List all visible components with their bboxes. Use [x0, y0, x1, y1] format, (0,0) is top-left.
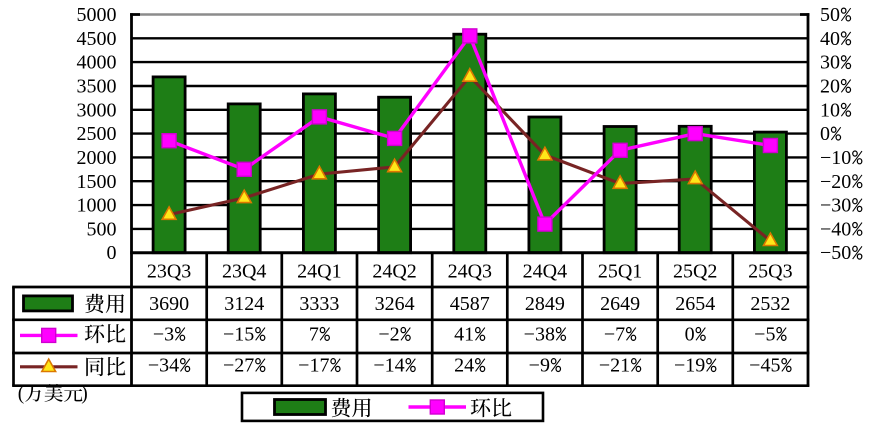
svg-text:): )	[81, 384, 88, 405]
svg-text:2500: 2500	[77, 123, 117, 145]
svg-text:1500: 1500	[77, 171, 117, 193]
svg-text:3500: 3500	[77, 75, 117, 97]
svg-text:−9: −9	[529, 355, 550, 377]
svg-text:2000: 2000	[77, 147, 117, 169]
svg-text:−14: −14	[373, 355, 404, 377]
svg-text:2532: 2532	[750, 293, 790, 315]
svg-text:−10: −10	[820, 147, 851, 169]
svg-text:−20: −20	[820, 171, 851, 193]
svg-text:24Q2: 24Q2	[372, 260, 416, 282]
svg-text:0: 0	[685, 324, 695, 346]
svg-text:−40: −40	[820, 218, 851, 240]
svg-text:25Q1: 25Q1	[598, 260, 642, 282]
svg-text:−3: −3	[153, 324, 174, 346]
svg-text:−7: −7	[604, 324, 625, 346]
svg-text:3264: 3264	[375, 293, 415, 315]
svg-text:−45: −45	[749, 355, 780, 377]
svg-text:−50: −50	[820, 242, 851, 264]
svg-text:−2: −2	[378, 324, 399, 346]
svg-text:−17: −17	[298, 355, 329, 377]
svg-text:3333: 3333	[299, 293, 339, 315]
svg-text:−34: −34	[148, 355, 179, 377]
svg-text:3000: 3000	[77, 99, 117, 121]
svg-text:20: 20	[820, 75, 840, 97]
svg-text:40: 40	[820, 28, 840, 50]
svg-text:−21: −21	[599, 355, 630, 377]
svg-text:−38: −38	[524, 324, 555, 346]
svg-text:−15: −15	[223, 324, 254, 346]
svg-text:2649: 2649	[600, 293, 640, 315]
svg-text:1000: 1000	[77, 195, 117, 217]
svg-text:3690: 3690	[149, 293, 189, 315]
svg-text:4587: 4587	[450, 293, 490, 315]
svg-text:24Q3: 24Q3	[448, 260, 492, 282]
svg-text:(: (	[18, 384, 25, 405]
svg-text:50: 50	[820, 4, 840, 26]
svg-text:5000: 5000	[77, 4, 117, 26]
svg-text:24: 24	[454, 355, 474, 377]
svg-text:500: 500	[87, 218, 117, 240]
svg-text:−27: −27	[223, 355, 254, 377]
svg-text:24Q1: 24Q1	[297, 260, 341, 282]
svg-text:2849: 2849	[525, 293, 565, 315]
svg-text:−5: −5	[754, 324, 775, 346]
svg-text:10: 10	[820, 99, 840, 121]
svg-text:23Q4: 23Q4	[222, 260, 266, 282]
svg-text:4500: 4500	[77, 28, 117, 50]
svg-text:25Q3: 25Q3	[748, 260, 792, 282]
svg-text:23Q3: 23Q3	[147, 260, 191, 282]
svg-text:0: 0	[107, 242, 117, 264]
svg-text:41: 41	[454, 324, 474, 346]
svg-text:3124: 3124	[224, 293, 264, 315]
svg-text:24Q4: 24Q4	[523, 260, 567, 282]
svg-text:2654: 2654	[675, 293, 715, 315]
svg-text:25Q2: 25Q2	[673, 260, 717, 282]
svg-text:−19: −19	[674, 355, 705, 377]
svg-text:7: 7	[309, 324, 319, 346]
svg-text:30: 30	[820, 52, 840, 74]
svg-text:−30: −30	[820, 195, 851, 217]
svg-text:0: 0	[820, 123, 830, 145]
svg-text:4000: 4000	[77, 52, 117, 74]
